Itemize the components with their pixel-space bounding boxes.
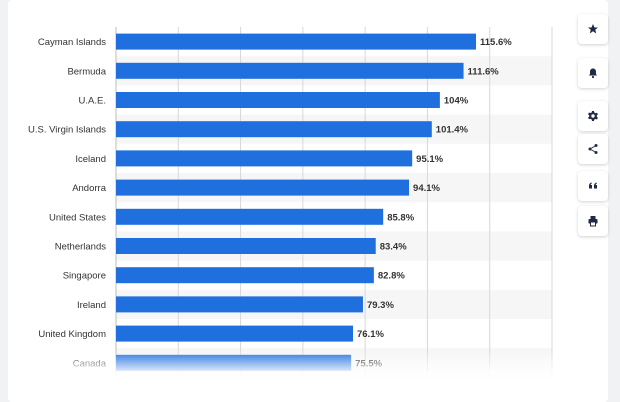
share-button[interactable] — [578, 134, 608, 164]
print-icon — [588, 216, 598, 227]
category-label: Andorra — [72, 183, 107, 194]
bar-chart: Cayman Islands 115.6% Bermuda 111.6% U.A.E. 1… — [28, 27, 553, 378]
category-label: Cayman Islands — [38, 37, 106, 48]
category-label: Bermuda — [67, 66, 106, 77]
value-label: 94.1% — [413, 183, 440, 194]
bar[interactable] — [116, 238, 376, 254]
notification-button[interactable] — [578, 58, 608, 88]
print-button[interactable] — [578, 206, 608, 236]
bar[interactable] — [116, 267, 374, 284]
value-label: 76.1% — [357, 329, 384, 340]
category-label: U.A.E. — [79, 96, 106, 107]
value-label: 115.6% — [480, 37, 512, 48]
settings-button[interactable] — [578, 101, 608, 131]
value-label: 101.4% — [436, 125, 469, 136]
category-label: U.S. Virgin Islands — [28, 125, 106, 136]
value-label: 95.1% — [416, 154, 443, 165]
value-label: 104% — [444, 96, 469, 107]
value-label: 75.5% — [355, 358, 382, 369]
category-label: United States — [49, 212, 106, 223]
star-icon — [588, 24, 598, 34]
category-label: United Kingdom — [38, 329, 106, 340]
bar[interactable] — [116, 179, 410, 196]
bar[interactable] — [116, 150, 413, 167]
bar[interactable] — [116, 121, 432, 138]
bar[interactable] — [116, 92, 440, 108]
share-icon — [588, 144, 598, 154]
bar[interactable] — [116, 296, 363, 313]
bar[interactable] — [116, 325, 353, 342]
value-label: 111.6% — [468, 66, 500, 77]
bar[interactable] — [116, 208, 384, 225]
value-label: 82.8% — [378, 271, 405, 282]
value-label: 83.4% — [380, 242, 407, 253]
bar[interactable] — [116, 33, 477, 50]
bell-icon — [589, 68, 597, 79]
cite-button[interactable] — [578, 171, 608, 201]
quote-icon — [589, 182, 597, 189]
category-label: Canada — [73, 358, 107, 369]
category-label: Singapore — [63, 271, 106, 282]
category-label: Netherlands — [55, 242, 106, 253]
value-label: 85.8% — [387, 212, 414, 223]
favorite-button[interactable] — [578, 14, 608, 44]
bar[interactable] — [116, 62, 464, 79]
value-label: 79.3% — [367, 300, 394, 311]
category-label: Iceland — [75, 154, 106, 165]
bar[interactable] — [116, 354, 352, 371]
category-label: Ireland — [77, 300, 106, 311]
chart-card: Cayman Islands 115.6% Bermuda 111.6% U.A.E. 1… — [8, 0, 608, 402]
gear-icon — [588, 111, 598, 121]
